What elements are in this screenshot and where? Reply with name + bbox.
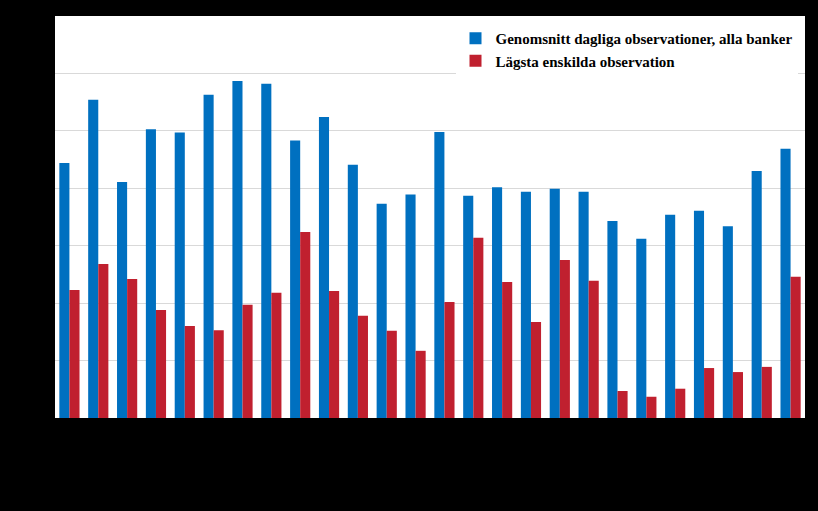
svg-text:Lägsta enskilda observation: Lägsta enskilda observation [496,54,676,70]
svg-text:Genomsnitt dagliga observation: Genomsnitt dagliga observationer, alla b… [496,31,793,47]
